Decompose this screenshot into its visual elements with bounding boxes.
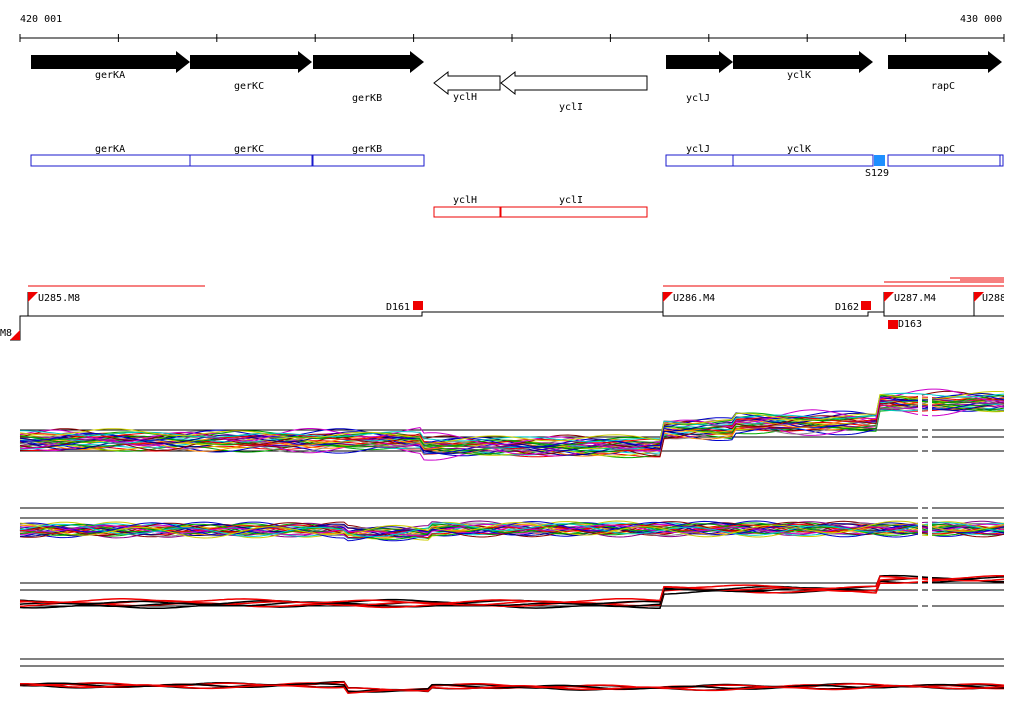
marker-label: U288.M3 bbox=[982, 293, 1024, 304]
feature-box bbox=[732, 154, 874, 167]
axis-end: 430 000 bbox=[960, 14, 1002, 25]
marker-label: M8 bbox=[0, 328, 12, 339]
marker-flag bbox=[884, 292, 894, 302]
expression-trace bbox=[19, 522, 1005, 537]
gene-arrow bbox=[733, 51, 873, 73]
expression-trace bbox=[19, 394, 1005, 449]
expression-trace bbox=[19, 523, 1005, 537]
marker-flag bbox=[663, 292, 673, 302]
marker-track bbox=[10, 292, 1004, 341]
marker-label: D161 bbox=[386, 302, 410, 313]
marker-box bbox=[888, 320, 898, 329]
site-box bbox=[874, 155, 885, 166]
gene-label: yclH bbox=[453, 92, 477, 103]
gene-arrow bbox=[313, 51, 424, 73]
feature-box bbox=[189, 154, 313, 167]
marker-flag bbox=[28, 292, 38, 302]
feature-label: gerKC bbox=[234, 144, 264, 155]
expression-trace bbox=[19, 682, 1005, 693]
site-label: S129 bbox=[865, 168, 889, 179]
gene-arrow bbox=[190, 51, 312, 73]
expression-trace bbox=[20, 392, 1005, 443]
feature-box bbox=[500, 206, 648, 218]
expression-trace bbox=[19, 391, 1005, 444]
marker-label: D162 bbox=[835, 302, 859, 313]
feature-box bbox=[887, 154, 1001, 167]
gene-label: gerKB bbox=[352, 93, 382, 104]
marker-label: U285.M8 bbox=[38, 293, 80, 304]
expression-trace bbox=[19, 522, 1005, 538]
gene-label: yclI bbox=[559, 102, 583, 113]
expression-trace bbox=[19, 524, 1004, 539]
gene-label: yclK bbox=[787, 70, 811, 81]
feature-box bbox=[312, 154, 425, 167]
feature-label: yclI bbox=[559, 195, 583, 206]
marker-flag bbox=[10, 330, 20, 340]
feature-box bbox=[665, 154, 734, 167]
gene-arrow bbox=[433, 70, 501, 96]
feature-box bbox=[999, 154, 1004, 167]
expression-trace bbox=[19, 392, 1005, 450]
gene-arrow bbox=[500, 70, 648, 96]
expression-trace bbox=[19, 403, 1005, 457]
expression-trace bbox=[19, 574, 1004, 605]
marker-flag bbox=[974, 292, 984, 302]
marker-box bbox=[861, 301, 871, 310]
gene-label: rapC bbox=[931, 81, 955, 92]
gene-label: yclJ bbox=[686, 93, 710, 104]
gap bbox=[928, 395, 932, 615]
feature-label: yclH bbox=[453, 195, 477, 206]
marker-box bbox=[413, 301, 423, 310]
marker-label: U287.M4 bbox=[894, 293, 936, 304]
gene-arrow bbox=[666, 51, 733, 73]
expression-trace bbox=[20, 682, 1005, 694]
axis-start: 420 001 bbox=[20, 14, 62, 25]
gap bbox=[918, 395, 922, 615]
marker-label: U286.M4 bbox=[673, 293, 715, 304]
feature-box bbox=[433, 206, 501, 218]
gene-arrow bbox=[31, 51, 190, 73]
feature-box bbox=[30, 154, 191, 167]
feature-label: yclK bbox=[787, 144, 811, 155]
expression-trace bbox=[19, 388, 1004, 449]
expression-trace bbox=[19, 522, 1005, 538]
gene-label: gerKC bbox=[234, 81, 264, 92]
marker-label: D163 bbox=[898, 319, 922, 330]
feature-label: yclJ bbox=[686, 144, 710, 155]
gene-arrow bbox=[888, 51, 1002, 73]
expression-trace bbox=[19, 520, 1005, 539]
feature-label: rapC bbox=[931, 144, 955, 155]
feature-label: gerKB bbox=[352, 144, 382, 155]
gene-label: gerKA bbox=[95, 70, 125, 81]
feature-label: gerKA bbox=[95, 144, 125, 155]
